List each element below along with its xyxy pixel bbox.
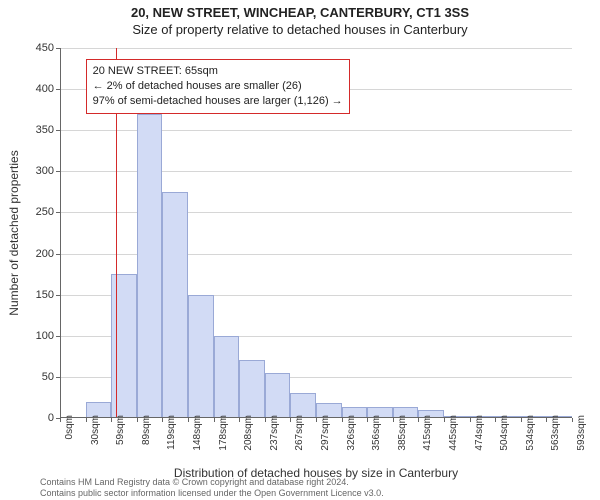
x-tick-mark	[137, 418, 138, 422]
x-tick-label: 208sqm	[243, 415, 254, 451]
x-tick-mark	[572, 418, 573, 422]
footnote-line: Contains public sector information licen…	[40, 488, 384, 498]
x-tick-label: 119sqm	[166, 415, 177, 450]
x-tick-label: 178sqm	[218, 415, 229, 451]
chart-footnote: Contains HM Land Registry data © Crown c…	[40, 477, 384, 498]
histogram-bar	[214, 336, 240, 418]
x-tick-label: 237sqm	[269, 415, 280, 451]
x-tick-mark	[470, 418, 471, 422]
x-tick-label: 30sqm	[90, 415, 101, 445]
histogram-bar	[162, 192, 188, 418]
x-axis-line	[60, 417, 572, 418]
histogram-bar	[188, 295, 214, 418]
histogram-bar	[265, 373, 291, 418]
x-tick-mark	[393, 418, 394, 422]
x-tick-label: 326sqm	[346, 415, 357, 451]
x-tick-mark	[162, 418, 163, 422]
x-tick-mark	[418, 418, 419, 422]
footnote-line: Contains HM Land Registry data © Crown c…	[40, 477, 384, 487]
x-tick-mark	[239, 418, 240, 422]
y-axis-line	[60, 48, 61, 418]
y-tick-label: 250	[36, 206, 54, 218]
y-axis-title: Number of detached properties	[7, 150, 21, 315]
x-tick-mark	[546, 418, 547, 422]
x-tick-label: 148sqm	[192, 415, 203, 451]
x-tick-label: 0sqm	[64, 415, 75, 439]
x-tick-mark	[316, 418, 317, 422]
y-tick-label: 450	[36, 42, 54, 54]
x-tick-mark	[290, 418, 291, 422]
histogram-bar	[111, 274, 137, 418]
x-tick-mark	[342, 418, 343, 422]
annotation-line: 97% of semi-detached houses are larger (…	[93, 94, 343, 109]
chart-title-address: 20, NEW STREET, WINCHEAP, CANTERBURY, CT…	[0, 5, 600, 20]
x-tick-mark	[367, 418, 368, 422]
x-tick-label: 563sqm	[550, 415, 561, 451]
x-tick-label: 59sqm	[115, 415, 126, 445]
x-tick-label: 445sqm	[448, 415, 459, 451]
chart-container: 20, NEW STREET, WINCHEAP, CANTERBURY, CT…	[0, 0, 600, 500]
x-tick-mark	[444, 418, 445, 422]
chart-subtitle: Size of property relative to detached ho…	[0, 22, 600, 37]
plot-area: 0501001502002503003504004500sqm30sqm59sq…	[60, 48, 572, 418]
x-tick-label: 356sqm	[371, 415, 382, 451]
annotation-line: 20 NEW STREET: 65sqm	[93, 64, 343, 79]
histogram-bar	[239, 360, 265, 418]
y-tick-label: 100	[36, 330, 54, 342]
x-tick-label: 297sqm	[320, 415, 331, 451]
x-tick-mark	[111, 418, 112, 422]
gridline	[60, 48, 572, 49]
annotation-line: ← 2% of detached houses are smaller (26)	[93, 79, 343, 94]
y-tick-label: 150	[36, 289, 54, 301]
x-tick-mark	[86, 418, 87, 422]
x-tick-label: 415sqm	[422, 415, 433, 451]
y-tick-label: 350	[36, 124, 54, 136]
x-tick-mark	[495, 418, 496, 422]
histogram-bar	[137, 114, 163, 418]
x-tick-label: 474sqm	[474, 415, 485, 451]
y-tick-label: 400	[36, 83, 54, 95]
x-tick-mark	[521, 418, 522, 422]
x-tick-label: 504sqm	[499, 415, 510, 451]
y-tick-label: 0	[48, 412, 54, 424]
x-tick-label: 593sqm	[576, 415, 587, 451]
x-tick-label: 534sqm	[525, 415, 536, 451]
annotation-box: 20 NEW STREET: 65sqm← 2% of detached hou…	[86, 59, 350, 114]
x-tick-mark	[265, 418, 266, 422]
x-tick-mark	[214, 418, 215, 422]
x-tick-label: 267sqm	[294, 415, 305, 451]
x-tick-label: 385sqm	[397, 415, 408, 451]
x-tick-label: 89sqm	[141, 415, 152, 445]
x-tick-mark	[60, 418, 61, 422]
y-tick-label: 200	[36, 248, 54, 260]
y-tick-label: 300	[36, 165, 54, 177]
y-tick-label: 50	[42, 371, 54, 383]
x-tick-mark	[188, 418, 189, 422]
